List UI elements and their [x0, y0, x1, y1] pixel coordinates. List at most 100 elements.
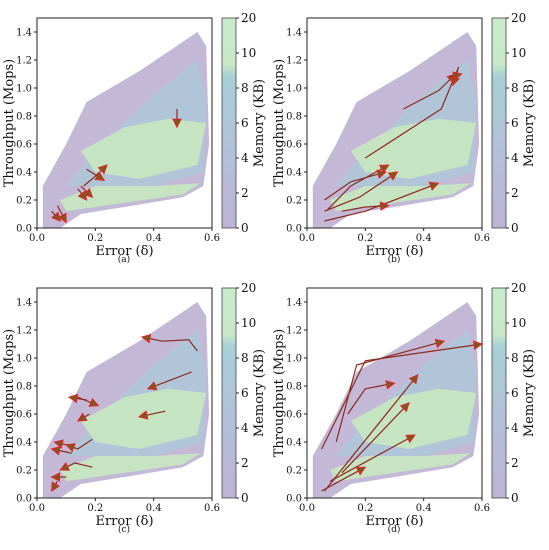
x-tick-label: 0.4: [146, 233, 162, 244]
colorbar-tick-label: 4: [241, 421, 249, 435]
y-tick-label: 0.0: [16, 494, 32, 505]
colorbar-tick-label: 6: [241, 116, 249, 130]
trajectory-arrowhead: [65, 443, 76, 453]
y-tick-label: 0.0: [16, 224, 32, 235]
panel-label: (a): [118, 254, 130, 265]
y-axis-label: Throughput (Mops): [2, 329, 17, 457]
x-tick-label: 0.2: [357, 503, 373, 514]
memory-region-high-0: [350, 118, 477, 179]
trajectory-arrowhead: [76, 412, 88, 422]
trajectory-line: [321, 343, 483, 450]
colorbar-tick-label: 6: [511, 116, 519, 130]
trajectory-arrowhead: [434, 338, 446, 349]
axes-frame: [36, 17, 213, 229]
y-axis-label: Throughput (Mops): [272, 329, 287, 457]
colorbar-tick-label: 10: [511, 46, 526, 60]
trajectory-arrowhead: [408, 373, 419, 385]
colorbar-tick-label: 0: [511, 491, 519, 505]
y-axis-label: Throughput (Mops): [2, 59, 17, 187]
trajectory-arrowhead: [172, 118, 182, 129]
memory-region-high-0: [80, 118, 207, 179]
colorbar-tick-label: 0: [241, 491, 249, 505]
colorbar-tick-label: 8: [511, 81, 519, 95]
trajectory-arrowhead: [405, 434, 416, 444]
colorbar-tick-label: 20: [241, 281, 256, 295]
trajectory-arrowhead: [50, 446, 61, 456]
x-tick-label: 0.2: [357, 233, 373, 244]
y-tick-label: 0.8: [286, 382, 302, 393]
colorbar-tick-label: 10: [241, 46, 256, 60]
y-tick-label: 0.2: [286, 196, 302, 207]
trajectory-arrowhead: [428, 181, 440, 191]
panel-3: 0.0 0.2 0.4 0.6 0.8 1.0 1.2 1.4 0.0 0.2 0.4 0.6 Erro…: [272, 281, 537, 535]
y-tick-label: 1.0: [16, 84, 32, 95]
x-axis-label: Error (δ): [95, 514, 153, 529]
colorbar-tick-label: 6: [241, 386, 249, 400]
trajectory-arrowhead: [472, 340, 484, 350]
memory-region-high-0: [350, 388, 477, 449]
colorbar-tick-label: 2: [511, 456, 519, 470]
y-tick-label: 0.6: [286, 410, 302, 421]
y-tick-label: 1.4: [286, 298, 302, 309]
trajectory-arrowhead: [50, 472, 61, 482]
axes-frame: [306, 17, 483, 229]
y-tick-label: 0.6: [16, 410, 32, 421]
trajectory-arrowhead: [138, 410, 149, 420]
trajectory-arrowhead: [97, 164, 108, 175]
x-axis-label: Error (δ): [365, 244, 423, 259]
y-tick-label: 0.2: [286, 466, 302, 477]
y-tick-label: 0.0: [286, 494, 302, 505]
memory-region-high-1: [60, 453, 201, 482]
trajectory-line: [326, 164, 389, 211]
y-tick-label: 1.0: [286, 84, 302, 95]
panel-label: (b): [388, 254, 401, 265]
colorbar-label: Memory (KB): [252, 349, 267, 437]
trajectory-arrowhead: [67, 393, 79, 404]
x-tick-label: 0.2: [87, 233, 103, 244]
trajectory-arrowhead: [88, 397, 100, 407]
trajectory-arrowhead: [387, 171, 399, 181]
panel-1: 0.0 0.2 0.4 0.6 0.8 1.0 1.2 1.4 0.0 0.2 0.4 0.6 Erro…: [272, 11, 537, 265]
trajectory-arrowhead: [376, 169, 387, 179]
y-tick-label: 1.0: [286, 354, 302, 365]
trajectory-arrowhead: [59, 461, 71, 471]
x-tick-label: 0.0: [29, 233, 45, 244]
trajectory-line: [330, 434, 416, 482]
colorbar: [221, 287, 237, 499]
trajectory-line: [324, 171, 386, 201]
x-tick-label: 0.4: [146, 503, 162, 514]
trajectory-arrowhead: [385, 380, 396, 390]
colorbar-tick-label: 0: [241, 221, 249, 235]
panel-2: 0.0 0.2 0.4 0.6 0.8 1.0 1.2 1.4 0.0 0.2 0.4 0.6 Erro…: [2, 281, 267, 535]
trajectory-line: [324, 374, 419, 492]
colorbar: [221, 17, 237, 229]
x-tick-label: 0.6: [474, 503, 490, 514]
colorbar-tick-label: 8: [241, 351, 249, 365]
x-tick-label: 0.0: [299, 233, 315, 244]
x-axis-label: Error (δ): [95, 244, 153, 259]
colorbar-tick-label: 8: [241, 81, 249, 95]
y-tick-label: 0.2: [16, 196, 32, 207]
colorbar-label: Memory (KB): [522, 349, 537, 437]
y-tick-label: 0.8: [16, 382, 32, 393]
colorbar-tick-label: 20: [511, 281, 526, 295]
memory-region-high-1: [330, 453, 471, 482]
y-tick-label: 0.6: [16, 140, 32, 151]
x-tick-label: 0.0: [29, 503, 45, 514]
colorbar-tick-label: 4: [511, 151, 519, 165]
trajectory-arrowhead: [140, 334, 152, 344]
colorbar-tick-label: 8: [511, 351, 519, 365]
trajectory-arrowhead: [378, 164, 390, 174]
trajectory-arrowhead: [379, 201, 390, 211]
y-tick-label: 1.4: [16, 28, 32, 39]
y-tick-label: 0.8: [16, 112, 32, 123]
y-tick-label: 1.2: [16, 326, 32, 337]
y-tick-label: 0.4: [286, 438, 302, 449]
memory-region-high-1: [60, 183, 201, 212]
colorbar: [491, 17, 507, 229]
memory-region-high-0: [80, 388, 207, 449]
x-axis-label: Error (δ): [365, 514, 423, 529]
trajectory-arrowhead: [94, 171, 106, 181]
panel-label: (c): [118, 524, 130, 535]
